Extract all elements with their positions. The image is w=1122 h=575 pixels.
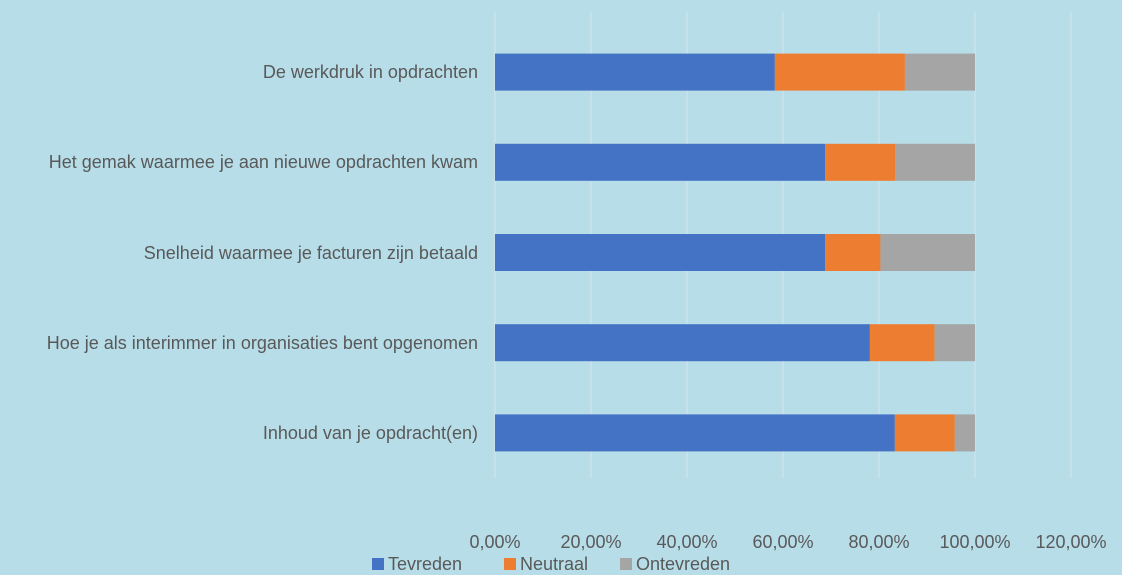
legend-swatch <box>372 558 384 570</box>
legend-label: Ontevreden <box>636 554 730 574</box>
legend-label: Tevreden <box>388 554 462 574</box>
bar-segment <box>954 414 975 452</box>
bar-segment <box>904 53 975 91</box>
bar-segment <box>495 324 870 362</box>
bar-segment <box>880 234 975 271</box>
bar-segment <box>894 414 955 452</box>
x-tick-label: 60,00% <box>752 532 813 552</box>
category-label: De werkdruk in opdrachten <box>5 42 478 102</box>
bar-segment <box>825 234 881 271</box>
category-label: Snelheid waarmee je facturen zijn betaal… <box>5 223 478 283</box>
legend-label: Neutraal <box>520 554 588 574</box>
category-text: Inhoud van je opdracht(en) <box>262 422 478 443</box>
bar-segment <box>869 324 935 362</box>
category-text: De werkdruk in opdrachten <box>262 62 478 83</box>
bar-segment <box>895 143 975 181</box>
category-label: Hoe je als interimmer in organisaties be… <box>5 313 478 373</box>
bar-segment <box>934 324 975 362</box>
x-tick-label: 100,00% <box>939 532 1010 552</box>
category-text: Snelheid waarmee je facturen zijn betaal… <box>143 242 478 263</box>
bar-segment <box>495 234 826 271</box>
bar-segment <box>495 53 775 91</box>
x-tick-label: 20,00% <box>560 532 621 552</box>
x-tick-label: 40,00% <box>656 532 717 552</box>
bar-segment <box>495 143 826 181</box>
bar-segment <box>495 414 895 452</box>
category-text: Hoe je als interimmer in organisaties be… <box>46 332 478 353</box>
bar-segment <box>825 143 896 181</box>
category-label: Inhoud van je opdracht(en) <box>5 403 478 463</box>
legend-swatch <box>504 558 516 570</box>
category-text: Het gemak waarmee je aan nieuwe opdracht… <box>48 152 478 173</box>
x-tick-label: 120,00% <box>1035 532 1106 552</box>
legend-swatch <box>620 558 632 570</box>
category-label: Het gemak waarmee je aan nieuwe opdracht… <box>5 132 478 192</box>
x-tick-label: 80,00% <box>848 532 909 552</box>
x-tick-label: 0,00% <box>469 532 520 552</box>
bar-segment <box>774 53 905 91</box>
